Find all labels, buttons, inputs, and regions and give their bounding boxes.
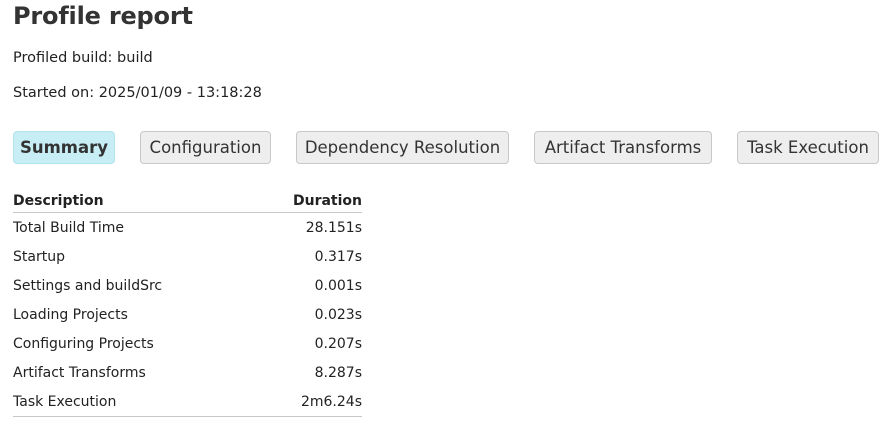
- table-row: Artifact Transforms 8.287s: [13, 358, 362, 387]
- table-row: Configuring Projects 0.207s: [13, 329, 362, 358]
- row-description: Settings and buildSrc: [13, 277, 163, 294]
- started-on-text: Started on: 2025/01/09 - 13:18:28: [13, 85, 262, 101]
- row-description: Task Execution: [13, 387, 252, 417]
- table-row: Settings and buildSrc 0.001s: [13, 271, 362, 300]
- row-duration: 0.023s: [314, 306, 362, 323]
- column-header-description: Description: [13, 189, 252, 213]
- row-duration: 0.001s: [314, 277, 362, 294]
- column-header-duration: Duration: [251, 189, 362, 213]
- tab-summary[interactable]: Summary: [13, 131, 115, 164]
- row-description: Startup: [13, 248, 65, 265]
- page-title: Profile report: [13, 2, 193, 30]
- table-row: Task Execution 2m6.24s: [13, 387, 362, 417]
- row-duration: 28.151s: [305, 219, 362, 236]
- row-description: Artifact Transforms: [13, 364, 146, 381]
- tab-configuration[interactable]: Configuration: [140, 131, 271, 164]
- tab-dependency-resolution[interactable]: Dependency Resolution: [296, 131, 509, 164]
- table-header-row: Description Duration: [13, 189, 362, 213]
- row-duration: 0.317s: [314, 248, 362, 265]
- row-description: Loading Projects: [13, 306, 128, 323]
- tab-artifact-transforms[interactable]: Artifact Transforms: [534, 131, 712, 164]
- row-duration: 2m6.24s: [251, 387, 362, 417]
- table-row: Total Build Time 28.151s: [13, 213, 362, 243]
- table-row: Loading Projects 0.023s: [13, 300, 362, 329]
- table-row: Startup 0.317s: [13, 242, 362, 271]
- row-description: Total Build Time: [13, 219, 125, 236]
- tab-task-execution[interactable]: Task Execution: [737, 131, 879, 164]
- row-description: Configuring Projects: [13, 335, 154, 352]
- profiled-build-text: Profiled build: build: [13, 50, 153, 66]
- summary-table: Description Duration Total Build Time 28…: [13, 189, 362, 417]
- row-duration: 8.287s: [314, 364, 362, 381]
- tab-bar: Summary Configuration Dependency Resolut…: [13, 131, 879, 166]
- row-duration: 0.207s: [314, 335, 362, 352]
